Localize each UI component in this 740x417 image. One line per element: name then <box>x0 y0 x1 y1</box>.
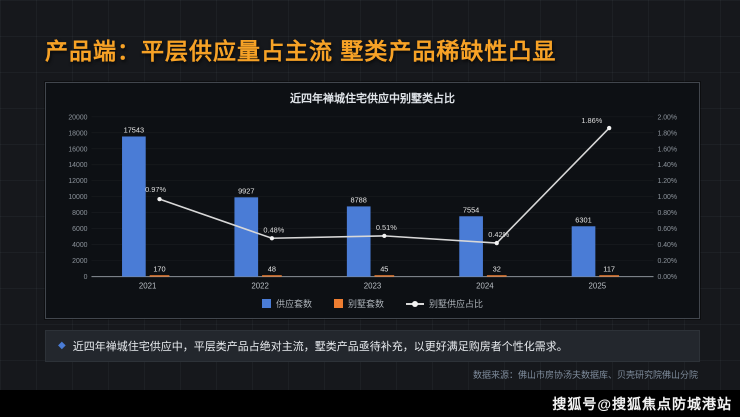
right-axis-tick: 1.00% <box>657 194 677 201</box>
right-axis-tick: 0.00% <box>657 274 677 281</box>
combo-chart: 0 2000 4000 6000 8000 10000 12000 14000 16000 180… <box>68 114 677 290</box>
chart-title: 近四年禅城住宅供应中别墅类占比 <box>290 93 455 105</box>
x-axis-label: 2022 <box>251 281 269 290</box>
line-point <box>382 233 387 239</box>
bar-supply-label: 6301 <box>575 215 591 224</box>
bar-supply <box>571 226 596 277</box>
right-axis-tick: 0.20% <box>657 258 677 265</box>
legend-label-ratio: 别墅供应占比 <box>429 299 484 310</box>
right-axis-tick: 1.20% <box>657 178 677 185</box>
left-axis-tick: 0 <box>84 274 88 281</box>
line-point <box>606 125 612 131</box>
data-source: 数据来源：佛山市房协汤夫数据库、贝壳研究院佛山分院 <box>472 370 698 381</box>
left-axis-tick: 10000 <box>68 194 87 201</box>
bar-villa-label: 48 <box>268 264 276 273</box>
left-axis-tick: 14000 <box>68 162 87 169</box>
legend-item-supply: 供应套数 <box>261 297 312 310</box>
bar-villa-label: 117 <box>603 264 615 273</box>
bar-villa-label: 45 <box>380 264 388 273</box>
bar-villa <box>374 275 395 277</box>
right-axis-tick: 1.80% <box>657 130 677 137</box>
ratio-label: 0.97% <box>145 185 166 194</box>
bar-supply <box>346 206 371 277</box>
left-axis-tick: 8000 <box>72 210 87 217</box>
bar-villa <box>486 275 507 277</box>
bar-villa <box>262 275 282 277</box>
right-axis-tick: 0.60% <box>657 226 677 233</box>
left-axis-tick: 18000 <box>68 130 87 137</box>
left-axis-tick: 4000 <box>72 242 87 249</box>
bar-villa <box>149 275 170 277</box>
left-axis-tick: 12000 <box>68 178 87 185</box>
note-bullet-icon: ◆ <box>58 340 66 352</box>
slide-title: 产品端：平层供应量占主流 墅类产品稀缺性凸显 <box>45 38 557 64</box>
line-point <box>269 236 275 241</box>
ratio-label: 0.51% <box>376 223 397 232</box>
left-axis-tick: 2000 <box>72 258 87 265</box>
left-axis-tick: 20000 <box>68 114 87 121</box>
bar-villa <box>599 275 620 277</box>
bar-supply <box>234 197 259 277</box>
x-axis-label: 2024 <box>476 281 494 290</box>
line-point <box>494 240 499 246</box>
right-axis-tick: 2.00% <box>657 114 677 121</box>
x-axis-label: 2025 <box>589 281 607 290</box>
bar-villa-label: 32 <box>493 264 501 273</box>
right-axis-tick: 1.40% <box>657 162 677 169</box>
bar-supply-label: 9927 <box>238 186 254 195</box>
right-axis-tick: 0.40% <box>657 242 677 249</box>
chart-legend: 供应套数 别墅套数 别墅供应占比 <box>52 296 693 316</box>
legend-item-villa: 别墅套数 <box>333 297 384 310</box>
chart-panel: 近四年禅城住宅供应中别墅类占比 0 2000 4000 6000 8000 10000 12… <box>45 82 700 320</box>
legend-item-ratio: 别墅供应占比 <box>406 297 483 310</box>
note-text: 近四年禅城住宅供应中，平层类产品占绝对主流，墅类产品亟待补充，以更好满足购房者个… <box>72 341 568 354</box>
watermark: 搜狐号@搜狐焦点防城港站 <box>552 395 732 412</box>
bar-supply-label: 8788 <box>350 195 366 204</box>
legend-swatch-ratio-line <box>406 300 424 307</box>
footer-bar: 搜狐号@搜狐焦点防城港站 <box>0 390 740 417</box>
right-axis-tick: 0.80% <box>657 210 677 217</box>
bar-supply <box>122 136 146 277</box>
x-axis-label: 2023 <box>364 281 382 290</box>
bar-supply <box>459 216 483 277</box>
ratio-label: 0.48% <box>263 225 284 234</box>
bar-supply-label: 17543 <box>124 126 145 135</box>
right-axis-tick: 1.60% <box>657 146 677 153</box>
legend-swatch-supply <box>261 299 271 309</box>
summary-note: ◆ 近四年禅城住宅供应中，平层类产品占绝对主流，墅类产品亟待补充，以更好满足购房… <box>45 330 700 363</box>
bar-villa-label: 170 <box>153 264 165 273</box>
left-axis-tick: 16000 <box>68 146 87 153</box>
legend-swatch-villa <box>333 299 343 309</box>
ratio-label: 1.86% <box>581 116 602 125</box>
x-axis-label: 2021 <box>139 281 157 290</box>
legend-label-supply: 供应套数 <box>275 299 312 310</box>
line-point <box>157 196 162 202</box>
ratio-label: 0.42% <box>488 230 509 239</box>
legend-label-villa: 别墅套数 <box>347 299 384 310</box>
bar-supply-label: 7554 <box>463 205 479 214</box>
left-axis-tick: 6000 <box>72 226 87 233</box>
